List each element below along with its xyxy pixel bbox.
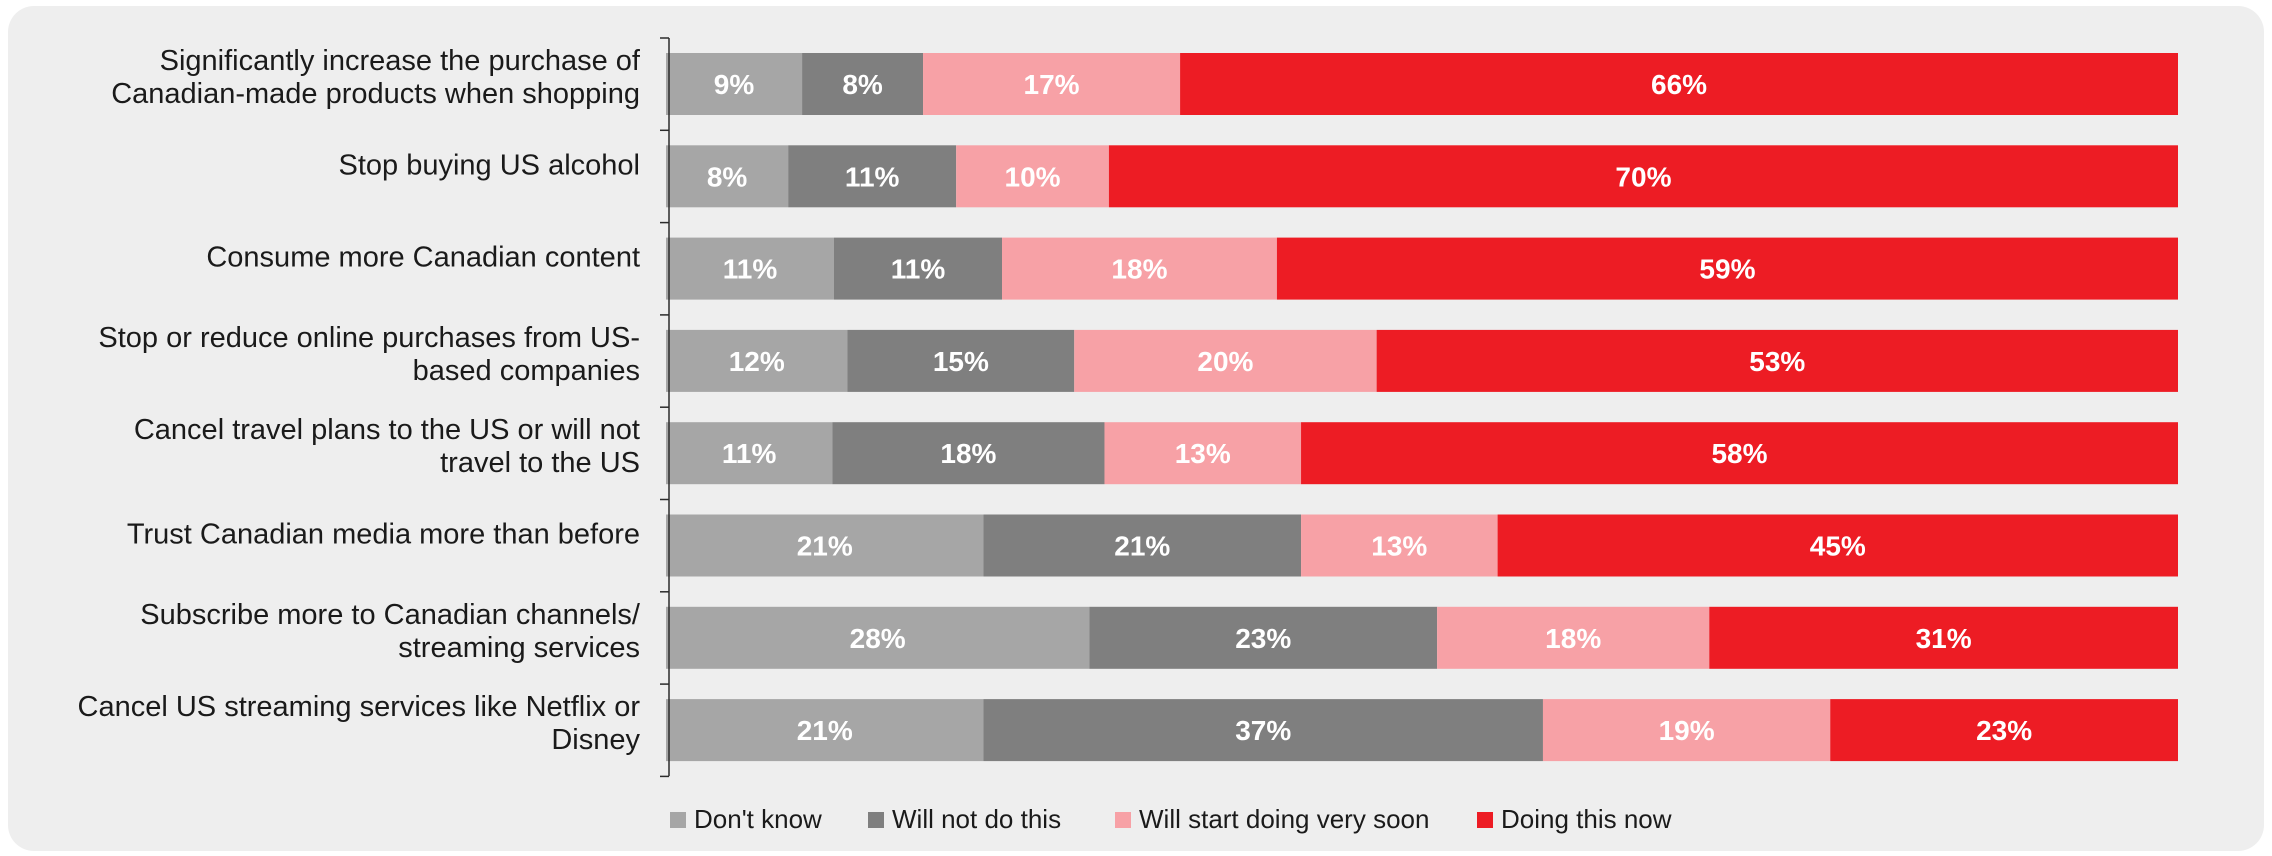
data-label: 13%	[1371, 531, 1427, 562]
bar-segment	[666, 53, 803, 115]
bar-segment	[1002, 237, 1277, 300]
bar-segment	[956, 145, 1109, 208]
category-label: Consume more Canadian content	[206, 242, 640, 274]
bar-segment	[1301, 422, 2178, 485]
data-label: 59%	[1699, 254, 1755, 285]
category-label: Stop buying US alcohol	[339, 149, 640, 181]
data-label: 11%	[723, 254, 778, 285]
bar-segment	[666, 606, 1090, 669]
bar-segment	[832, 422, 1105, 485]
bar-segment	[983, 699, 1543, 762]
bar-segment	[1074, 329, 1377, 392]
data-label: 23%	[1235, 623, 1291, 654]
bar-segment	[1542, 699, 1831, 762]
legend-label: Will not do this	[892, 804, 1061, 834]
data-label: 70%	[1615, 161, 1671, 192]
data-label: 45%	[1810, 531, 1866, 562]
category-label: Disney	[551, 724, 640, 756]
category-label: Trust Canadian media more than before	[127, 519, 640, 551]
category-label: Stop or reduce online purchases from US-	[98, 322, 640, 354]
data-label: 37%	[1235, 715, 1291, 746]
data-label: 18%	[1545, 623, 1601, 654]
bar-segment	[666, 145, 789, 208]
category-label: based companies	[413, 355, 640, 387]
data-label: 18%	[1111, 254, 1167, 285]
bars-group: 9% 8% 17% 66% 8% 11% 10% 70% 11% 11% 18% 59% 12% 15% 2…	[666, 53, 2178, 762]
data-label: 15%	[933, 346, 989, 377]
legend-swatch	[1115, 812, 1131, 828]
data-label: 12%	[729, 346, 785, 377]
data-label: 21%	[797, 715, 853, 746]
data-label: 11%	[722, 438, 777, 469]
legend-label: Doing this now	[1501, 804, 1672, 834]
data-label: 66%	[1651, 69, 1707, 100]
stacked-bar-chart: 9% 8% 17% 66% 8% 11% 10% 70% 11% 11% 18% 59% 12% 15% 2…	[78, 37, 2178, 834]
legend-swatch	[670, 812, 686, 828]
category-axis	[660, 37, 670, 778]
bar-segment	[847, 329, 1075, 392]
data-label: 10%	[1005, 161, 1061, 192]
category-labels: Significantly increase the purchase ofCa…	[78, 45, 641, 756]
bar-segment	[923, 53, 1181, 115]
bar-segment	[666, 237, 834, 300]
data-label: 21%	[797, 531, 853, 562]
bar-segment	[1709, 606, 2178, 669]
legend-swatch	[1477, 812, 1493, 828]
bar-segment	[1108, 145, 2178, 208]
bar-segment	[1180, 53, 2178, 115]
bar-segment	[1301, 514, 1498, 577]
bar-segment	[1830, 699, 2178, 762]
data-label: 11%	[891, 254, 946, 285]
bar-segment	[666, 514, 984, 577]
data-label: 11%	[845, 161, 900, 192]
data-label: 13%	[1175, 438, 1231, 469]
bar-segment	[1276, 237, 2178, 300]
category-label: Cancel US streaming services like Netfli…	[78, 691, 641, 723]
data-label: 31%	[1916, 623, 1972, 654]
category-label: Subscribe more to Canadian channels/	[140, 599, 641, 631]
bar-segment	[802, 53, 924, 115]
data-label: 18%	[940, 438, 996, 469]
bar-segment	[834, 237, 1002, 300]
data-label: 8%	[842, 69, 883, 100]
legend-label: Will start doing very soon	[1139, 804, 1429, 834]
bar-segment	[1497, 514, 2178, 577]
bar-segment	[666, 422, 833, 485]
data-label: 8%	[707, 161, 748, 192]
data-label: 20%	[1197, 346, 1253, 377]
category-label: Canadian-made products when shopping	[111, 78, 640, 110]
data-label: 17%	[1024, 69, 1080, 100]
data-label: 21%	[1114, 531, 1170, 562]
data-label: 28%	[850, 623, 906, 654]
bar-segment	[1437, 606, 1710, 669]
bar-segment	[666, 699, 984, 762]
bar-segment	[666, 329, 848, 392]
data-label: 9%	[714, 69, 755, 100]
chart-panel: 9% 8% 17% 66% 8% 11% 10% 70% 11% 11% 18% 59% 12% 15% 2…	[8, 6, 2264, 851]
data-label: 23%	[1976, 715, 2032, 746]
bar-segment	[1376, 329, 2178, 392]
bar-segment	[1089, 606, 1438, 669]
category-label: Significantly increase the purchase of	[160, 45, 641, 77]
data-label: 53%	[1749, 346, 1805, 377]
bar-segment	[788, 145, 957, 208]
category-label: travel to the US	[440, 447, 640, 479]
legend: Don't know Will not do this Will start doi…	[670, 804, 1672, 834]
bar-segment	[1104, 422, 1302, 485]
bar-segment	[983, 514, 1302, 577]
legend-swatch	[868, 812, 884, 828]
legend-label: Don't know	[694, 804, 822, 834]
category-label: streaming services	[398, 632, 640, 664]
category-label: Cancel travel plans to the US or will no…	[134, 414, 640, 446]
data-label: 58%	[1711, 438, 1767, 469]
data-label: 19%	[1659, 715, 1715, 746]
